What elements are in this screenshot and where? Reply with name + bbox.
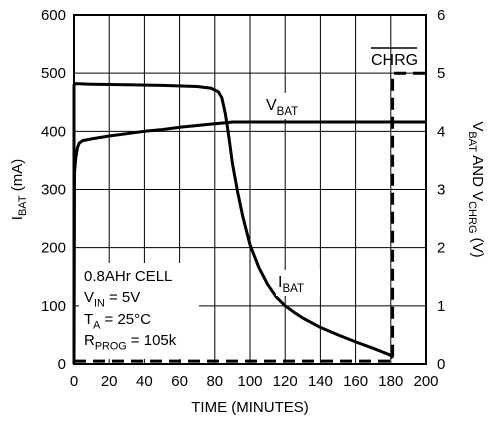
y-left-tick-label: 0	[58, 356, 66, 373]
y-left-tick-label: 600	[41, 7, 66, 24]
x-tick-label: 60	[171, 373, 188, 390]
y-right-tick-label: 2	[437, 240, 445, 257]
y-left-tick-label: 100	[41, 298, 66, 315]
y-left-tick-label: 300	[41, 182, 66, 199]
x-axis-label: TIME (MINUTES)	[191, 399, 309, 416]
x-tick-label: 40	[136, 373, 153, 390]
y-left-tick-label: 500	[41, 65, 66, 82]
x-tick-label: 140	[308, 373, 333, 390]
y-right-tick-label: 0	[437, 356, 445, 373]
x-tick-label: 120	[273, 373, 298, 390]
y-right-tick-label: 6	[437, 7, 445, 24]
x-tick-label: 160	[343, 373, 368, 390]
x-tick-label: 0	[70, 373, 78, 390]
x-tick-label: 20	[101, 373, 118, 390]
y-right-tick-label: 1	[437, 298, 445, 315]
x-tick-label: 200	[413, 373, 438, 390]
x-tick-label: 100	[237, 373, 262, 390]
series-label-chrg: CHRG	[371, 52, 418, 69]
y-right-axis-label: VBAT AND VCHRG (V)	[466, 121, 486, 257]
x-tick-label: 180	[378, 373, 403, 390]
y-right-tick-label: 4	[437, 123, 445, 140]
annotation-line: 0.8AHr CELL	[84, 268, 172, 285]
x-tick-label: 80	[206, 373, 223, 390]
y-left-tick-label: 400	[41, 123, 66, 140]
y-left-axis-label: IBAT (mA)	[9, 159, 29, 220]
y-left-tick-label: 200	[41, 240, 66, 257]
y-right-tick-label: 3	[437, 182, 445, 199]
y-right-tick-label: 5	[437, 65, 445, 82]
